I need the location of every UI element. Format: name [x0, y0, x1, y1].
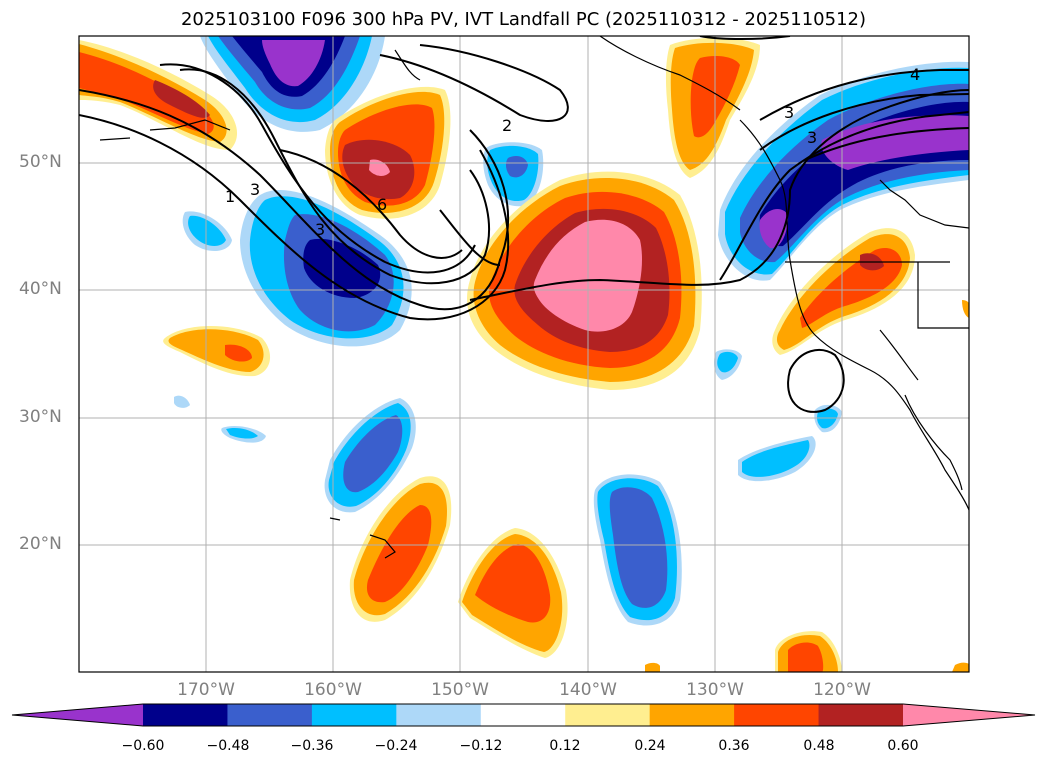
shading-layer	[79, 36, 969, 672]
pv-contour	[439, 209, 501, 266]
pv-contour	[469, 89, 969, 301]
colorbar-segment	[311, 704, 397, 726]
lon-tick-label: 120°W	[813, 680, 871, 700]
colorbar-tick-label: 0.60	[887, 738, 919, 754]
lat-tick-label: 50°N	[19, 152, 62, 172]
pv-label: 4	[910, 65, 920, 84]
colorbar-tick-label: −0.36	[290, 738, 334, 754]
colorbar-segment	[396, 704, 482, 726]
lon-tick-label: 160°W	[304, 680, 362, 700]
colorbar-tick-label: −0.60	[121, 738, 165, 754]
colorbar-tick-label: −0.24	[374, 738, 418, 754]
pv-contour	[279, 149, 463, 259]
map-title: 2025103100 F096 300 hPa PV, IVT Landfall…	[180, 9, 867, 30]
pv-label: 1	[225, 187, 235, 206]
pv-contour	[787, 349, 845, 413]
colorbar-extend-max	[903, 704, 1035, 726]
pv-contour	[159, 63, 476, 274]
colorbar-outline	[11, 703, 1036, 727]
pv-contours	[79, 36, 969, 413]
pv-contour-labels: 2 4 3 1 3 3 6 3	[225, 65, 920, 239]
colorbar-segment	[734, 704, 820, 726]
lat-tick-label: 40°N	[19, 279, 62, 299]
pv-contour	[804, 127, 969, 161]
plot-frame	[78, 35, 970, 673]
pv-label: 3	[784, 103, 794, 122]
pv-label: 2	[502, 116, 512, 135]
lon-tick-label: 150°W	[431, 680, 489, 700]
pv-contour	[699, 36, 791, 40]
colorbar-tick-label: 0.24	[634, 738, 666, 754]
colorbar-segment	[818, 704, 904, 726]
pv-contour	[79, 89, 509, 311]
pv-label: 3	[807, 128, 817, 147]
colorbar-segment	[143, 704, 228, 726]
lon-tick-label: 130°W	[686, 680, 744, 700]
colorbar	[11, 703, 1036, 727]
pv-contour	[79, 114, 510, 321]
lon-tick-label: 170°W	[177, 680, 235, 700]
colorbar-tick-label: 0.36	[718, 738, 750, 754]
colorbar-segment	[565, 704, 651, 726]
gridlines	[79, 36, 969, 672]
lat-tick-label: 30°N	[19, 407, 62, 427]
pv-label: 3	[250, 180, 260, 199]
lat-tick-label: 20°N	[19, 534, 62, 554]
pv-label: 6	[377, 195, 387, 214]
coastlines	[99, 36, 969, 559]
pv-contour	[719, 111, 969, 281]
colorbar-tick-label: −0.12	[459, 738, 503, 754]
pv-contour	[759, 93, 969, 151]
pv-contour	[759, 69, 969, 121]
pv-contour	[379, 44, 569, 122]
colorbar-tick-label: 0.12	[549, 738, 581, 754]
colorbar-segment	[480, 704, 566, 726]
colorbar-extend-min	[12, 704, 143, 726]
colorbar-tick-label: −0.48	[206, 738, 250, 754]
colorbar-segment	[227, 704, 313, 726]
pv-label: 3	[315, 220, 325, 239]
colorbar-tick-label: 0.48	[803, 738, 835, 754]
lon-tick-label: 140°W	[559, 680, 617, 700]
pv-contour	[179, 68, 491, 285]
colorbar-segment	[649, 704, 735, 726]
